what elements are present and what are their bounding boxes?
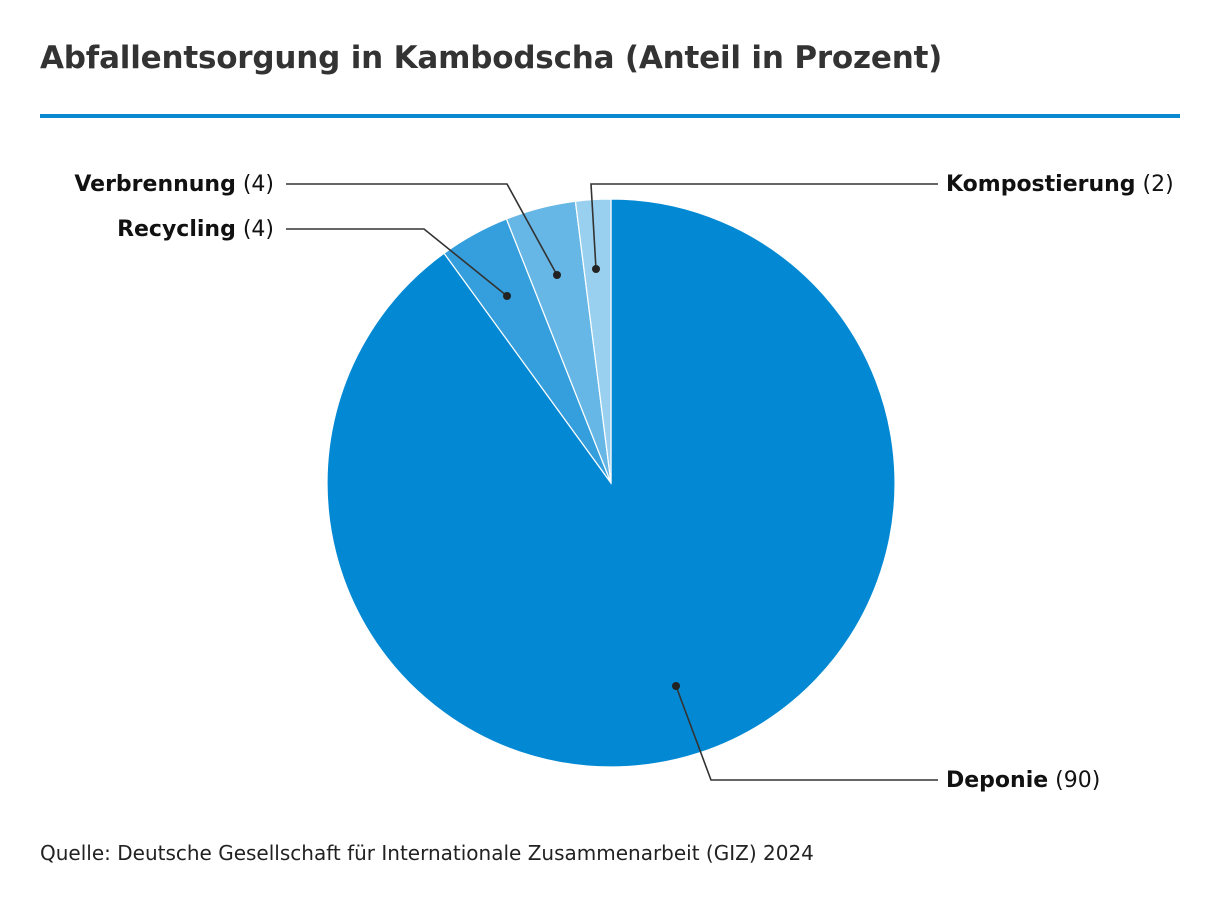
slice-label-value: (4) (236, 217, 274, 242)
slice-label-deponie: Deponie (90) (946, 768, 1100, 793)
pie-slices (326, 198, 896, 768)
slice-label-recycling: Recycling (4) (117, 217, 274, 242)
leader-line-kompostierung (590, 183, 938, 270)
leader-line-recycling (286, 228, 508, 297)
leader-dot-recycling (503, 292, 511, 300)
slice-label-value: (4) (236, 172, 274, 197)
slice-label-value: (90) (1048, 768, 1100, 793)
leader-lines (286, 183, 938, 781)
slice-label-kompostierung: Kompostierung (2) (946, 172, 1174, 197)
slice-label-value: (2) (1136, 172, 1174, 197)
leader-dot-deponie (672, 682, 680, 690)
slice-label-name: Recycling (117, 217, 236, 242)
leader-dot-kompostierung (592, 265, 600, 273)
slice-label-name: Kompostierung (946, 172, 1136, 197)
title-divider (40, 114, 1180, 118)
slice-label-verbrennung: Verbrennung (4) (74, 172, 274, 197)
leader-line-deponie (675, 685, 938, 781)
slice-label-name: Verbrennung (74, 172, 236, 197)
slice-label-name: Deponie (946, 768, 1048, 793)
leader-line-verbrennung (286, 183, 558, 276)
pie-slice-kompostierung (574, 198, 612, 484)
leader-dot-verbrennung (553, 271, 561, 279)
source-note: Quelle: Deutsche Gesellschaft für Intern… (40, 841, 814, 865)
chart-title: Abfallentsorgung in Kambodscha (Anteil i… (40, 40, 943, 76)
slice-labels: Deponie (90)Recycling (4)Verbrennung (4)… (74, 172, 1173, 793)
